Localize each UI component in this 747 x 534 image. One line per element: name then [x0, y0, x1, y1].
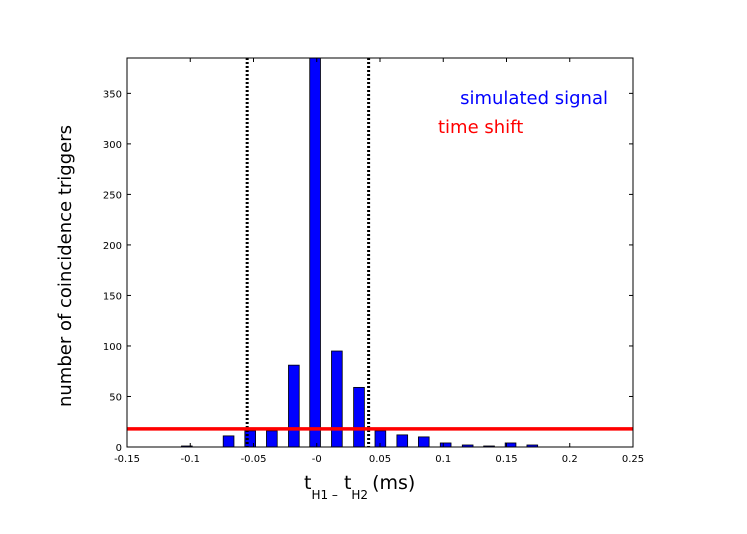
x-label-t1: t	[304, 472, 311, 494]
y-tick-label-5: 250	[103, 190, 122, 201]
y-tick-label-6: 300	[103, 140, 122, 151]
y-tick-label-4: 200	[103, 241, 122, 252]
y-axis-label: number of coincidence triggers	[55, 125, 76, 407]
bar-4	[288, 364, 300, 448]
x-label-t2: t	[344, 472, 351, 494]
y-tick-label-3: 150	[103, 291, 122, 302]
legend-entry-time-shift: time shift	[438, 117, 523, 138]
bars-group	[181, 57, 539, 448]
bar-9	[396, 434, 409, 448]
x-axis-label: tH1 –tH2(ms)	[304, 472, 415, 502]
bar-1	[222, 435, 235, 448]
y-tick-label-1: 50	[109, 392, 122, 403]
x-tick-label-2: -0.05	[241, 454, 267, 465]
x-label-unit: (ms)	[372, 472, 415, 494]
y-tick-label-0: 0	[116, 443, 122, 454]
x-tick-label-8: 0.25	[622, 454, 644, 465]
ticks-group: -0.15 -0.1 -0.05 -0 0.05 0.1 0.15 0.2 0.25 0 50 100…	[103, 58, 644, 465]
x-tick-label-6: 0.15	[495, 454, 517, 465]
y-tick-label-2: 100	[103, 342, 122, 353]
y-tick-label-7: 350	[103, 89, 122, 100]
bar-6	[331, 350, 343, 448]
legend-entry-simulated-signal: simulated signal	[460, 88, 608, 109]
bar-11	[439, 442, 452, 448]
plot-frame	[126, 57, 634, 448]
x-label-sub2: H2	[351, 488, 368, 502]
x-tick-label-4: 0.05	[369, 454, 391, 465]
x-tick-label-0: -0.15	[114, 454, 140, 465]
x-tick-label-7: 0.2	[562, 454, 578, 465]
bar-5	[309, 57, 321, 448]
x-tick-label-1: -0.1	[180, 454, 200, 465]
bar-7	[353, 386, 365, 448]
x-label-sub1: H1 –	[311, 488, 337, 502]
bar-3	[266, 430, 278, 448]
x-tick-label-3: -0	[312, 454, 322, 465]
legend: simulated signal time shift	[438, 88, 608, 138]
bar-10	[417, 436, 430, 448]
x-tick-label-5: 0.1	[435, 454, 451, 465]
reference-lines-group	[127, 58, 633, 447]
